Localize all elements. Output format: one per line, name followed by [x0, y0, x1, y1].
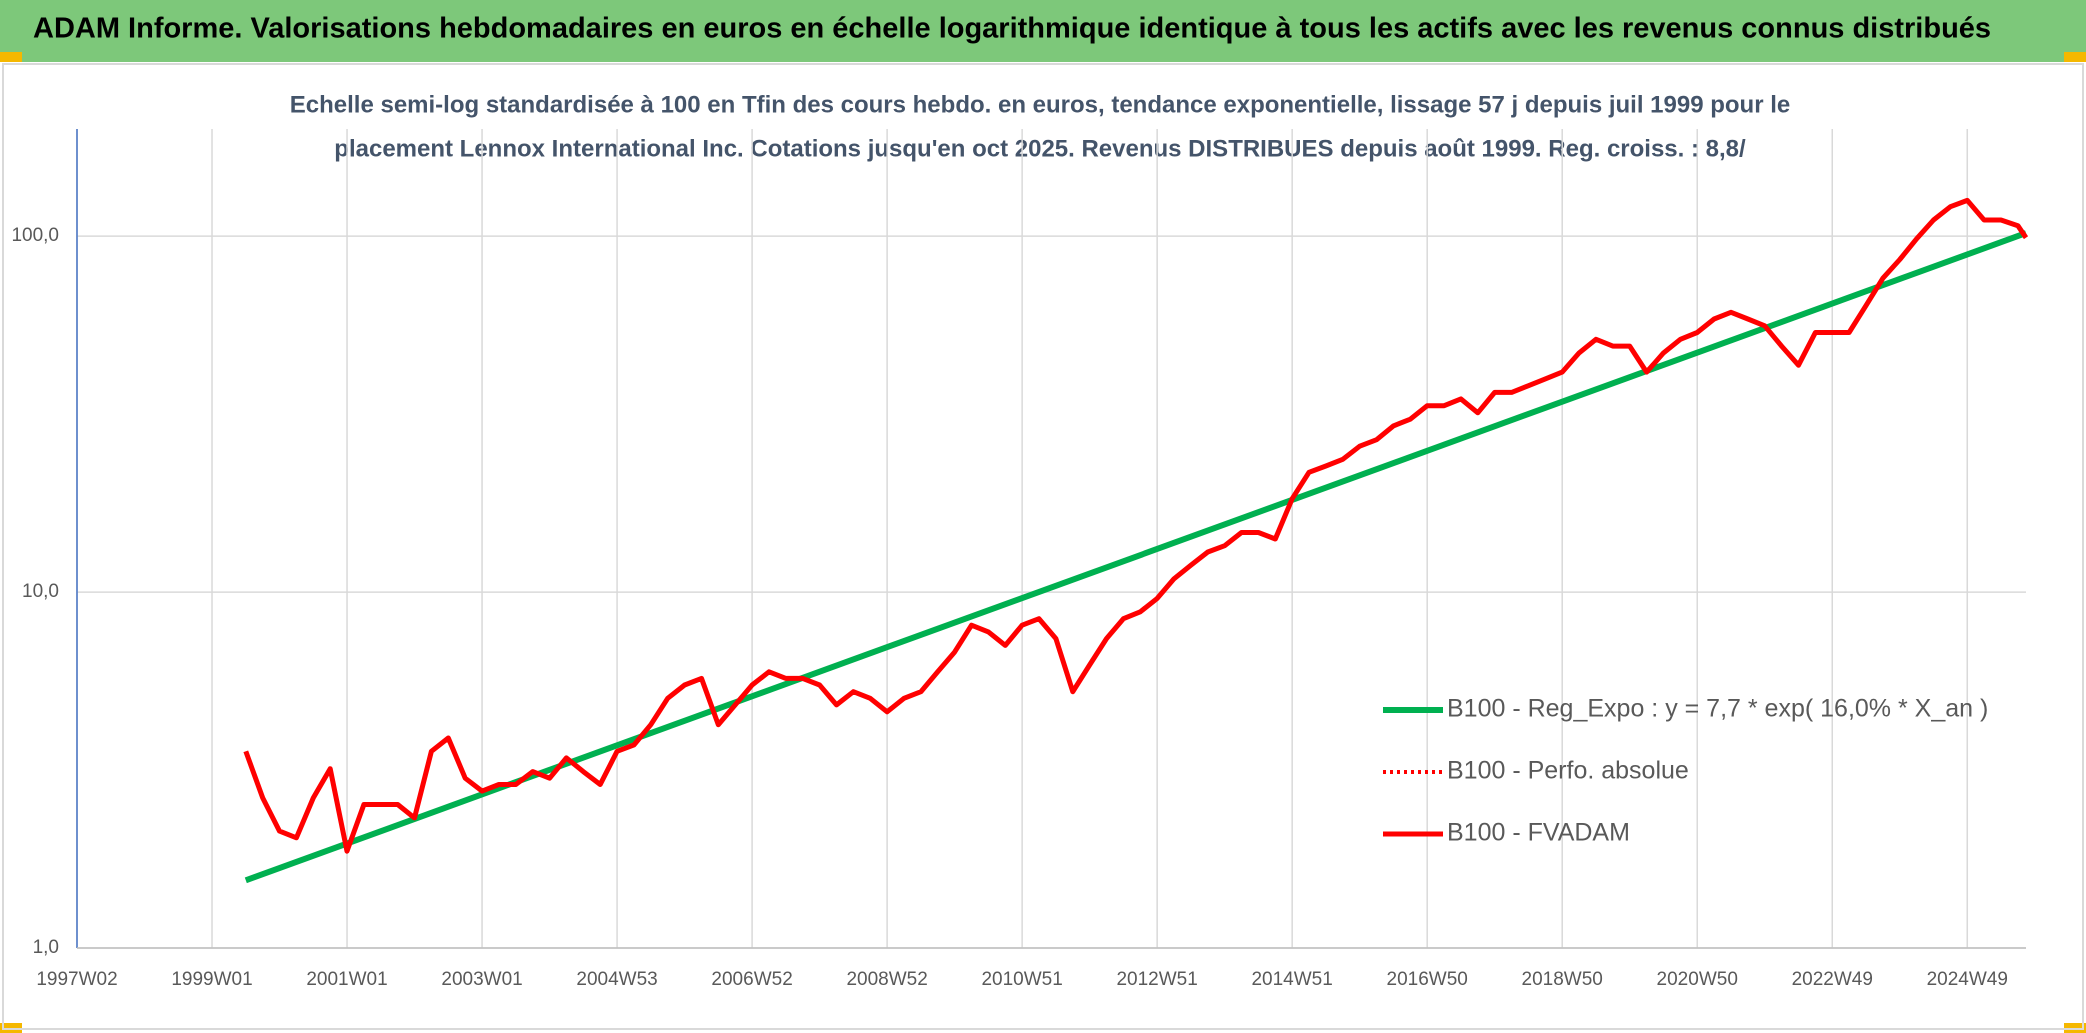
chart-frame [2, 63, 2084, 1030]
y-tick-label: 10,0 [22, 581, 59, 602]
series-line [243, 197, 2029, 854]
x-tick-label: 2008W52 [846, 969, 927, 990]
legend-label: B100 - Reg_Expo : y = 7,7 * exp( 16,0% *… [1447, 695, 1988, 723]
legend-label: B100 - FVADAM [1447, 819, 1630, 847]
x-tick-label: 1997W02 [36, 969, 117, 990]
x-tick-label: 2012W51 [1116, 969, 1197, 990]
y-tick-label: 1,0 [33, 937, 59, 958]
x-tick-label: 1999W01 [171, 969, 252, 990]
legend: B100 - Reg_Expo : y = 7,7 * exp( 16,0% *… [1383, 695, 1988, 847]
x-tick-label: 2010W51 [981, 969, 1062, 990]
x-tick-label: 2003W01 [441, 969, 522, 990]
chart-title: ADAM Informe. Valorisations hebdomadaire… [33, 13, 1991, 45]
grid: 1,0 10,0 100,0 1997W02 1999W01 2001W01 2003W01… [11, 129, 2026, 990]
x-tick-label: 2016W50 [1387, 969, 1468, 990]
x-tick-label: 2024W49 [1927, 969, 2008, 990]
corner [2064, 52, 2086, 62]
y-tick-label: 100,0 [11, 225, 59, 246]
header-bar [0, 0, 2086, 62]
subtitle: Echelle semi-log standardisée à 100 en T… [290, 91, 1791, 118]
x-tick-label: 2004W53 [576, 969, 657, 990]
corner [0, 52, 22, 62]
x-tick-label: 2018W50 [1522, 969, 1603, 990]
plot [243, 197, 2029, 884]
x-tick-label: 2006W52 [711, 969, 792, 990]
legend-label: B100 - Perfo. absolue [1447, 757, 1689, 785]
x-tick-label: 2020W50 [1657, 969, 1738, 990]
series-line [244, 230, 2028, 884]
x-tick-label: 2022W49 [1792, 969, 1873, 990]
x-tick-label: 2014W51 [1251, 969, 1332, 990]
x-tick-label: 2001W01 [306, 969, 387, 990]
subtitle: placement Lennox International Inc. Cota… [334, 135, 1746, 162]
